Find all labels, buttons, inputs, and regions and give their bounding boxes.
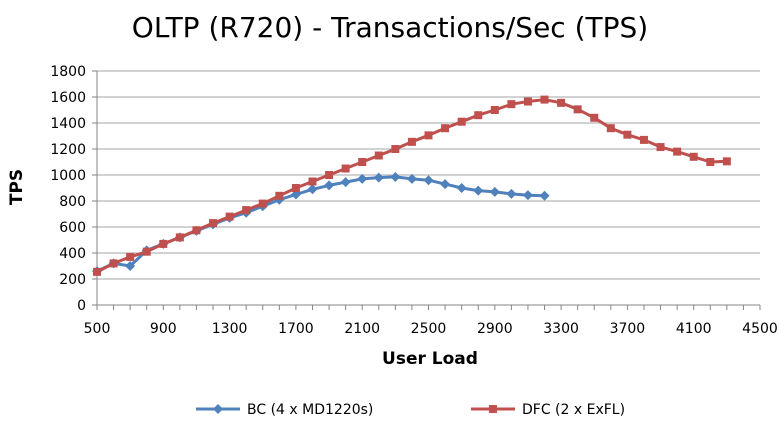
y-tick-label-400: 400 [59,246,86,262]
x-tick-label-3300: 3300 [543,321,579,337]
series-0-point [456,183,467,193]
y-tick-label-0: 0 [77,298,86,314]
series-0-point [473,185,484,196]
series-0-point [125,261,136,271]
x-tick-label-500: 500 [84,321,111,337]
series-1-point [142,247,151,256]
legend-label-1: DFC (2 x ExFL) [522,402,625,418]
x-tick-label-2100: 2100 [344,321,380,337]
series-1-point [573,105,582,114]
series-1-point [540,95,549,104]
series-1-point [325,171,334,179]
series-0-point [373,172,384,183]
series-1-point [126,252,135,261]
series-1-point [590,113,599,122]
series-1-point [507,100,516,109]
series-1-point [291,184,300,192]
x-tick-label-2900: 2900 [477,321,513,337]
series-1-point [523,97,532,106]
series-1-point [175,233,184,242]
series-1-point [192,226,201,235]
series-1-point [490,106,499,114]
legend-marker-0 [213,404,223,414]
series-1-point [606,124,615,133]
y-tick-labels: 0 200 400 600 800 1000 1200 1400 1600 1800 [50,64,86,314]
series-1-point [424,131,433,140]
series-1-point [391,145,400,153]
series-1-point [159,239,168,248]
y-tick-label-1000: 1000 [50,168,86,184]
series-1-point [656,143,665,152]
axes [92,70,761,310]
legend-marker-1 [489,405,497,413]
series-1-point [93,267,101,276]
y-tick-label-1800: 1800 [50,64,86,80]
series-1-point [673,147,682,156]
y-tick-label-200: 200 [59,272,86,288]
y-tick-label-1600: 1600 [50,90,86,106]
series-1-point [358,158,367,166]
y-tick-label-1200: 1200 [50,142,86,158]
series-0-point [522,190,533,201]
series-0-point [307,184,318,195]
series-1-point [623,130,632,139]
series-1-point [474,111,483,120]
x-tick-label-1300: 1300 [212,321,248,337]
x-tick-labels: 500 900 1300 1700 2100 2500 2900 3300 3700 4100 45… [84,321,778,337]
series-1-point [275,191,284,200]
y-axis-title: TPS [7,169,27,205]
series-0-point [539,190,550,201]
series-1-point [557,98,566,107]
series-0-point [423,175,434,186]
series-1-point [374,151,383,160]
series-0-point [489,186,500,197]
x-tick-label-3700: 3700 [610,321,646,337]
series-1-point [341,164,350,173]
gridlines [97,70,760,280]
series-0-point [506,188,517,199]
series-1-point [242,206,251,215]
x-tick-label-900: 900 [150,321,177,337]
series-0-point [340,177,351,188]
series-group [92,95,731,277]
y-tick-label-1400: 1400 [50,116,86,132]
series-0-point [357,173,368,184]
y-tick-label-800: 800 [59,194,86,210]
x-tick-label-4100: 4100 [676,321,712,337]
series-1-point [308,177,317,186]
series-0-point [324,180,335,191]
y-tick-label-600: 600 [59,220,86,236]
series-1-point [457,117,466,126]
series-1-point [407,137,416,146]
x-axis-title: User Load [382,349,478,369]
series-1-point [689,152,698,161]
series-0-point [440,179,451,190]
series-1-point [225,212,234,221]
legend-label-0: BC (4 x MD1220s) [247,402,373,418]
series-0-point [406,173,417,184]
series-1-point [109,259,118,268]
series-1-point [209,219,218,228]
series-1-point [706,158,715,166]
series-1-point [639,135,648,144]
chart-title: OLTP (R720) - Transactions/Sec (TPS) [132,11,648,44]
series-1-point [722,157,731,166]
x-tick-label-2500: 2500 [411,321,447,337]
series-0-point [390,171,401,182]
x-tick-label-4500: 4500 [742,321,778,337]
x-tick-label-1700: 1700 [278,321,314,337]
legend: BC (4 x MD1220s) DFC (2 x ExFL) [196,402,625,418]
series-1-point [258,199,267,208]
series-1-point [441,124,450,133]
series-line-1 [96,98,727,274]
